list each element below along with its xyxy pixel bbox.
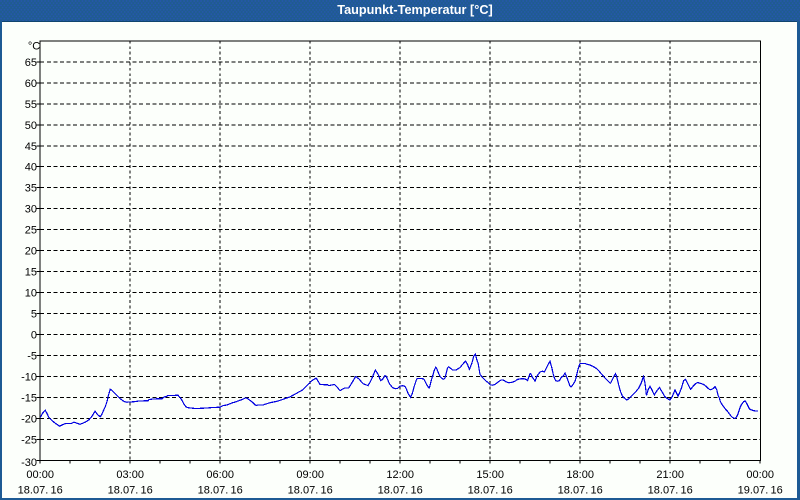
svg-text:20: 20 — [25, 246, 37, 258]
svg-text:-5: -5 — [27, 350, 37, 362]
svg-text:25: 25 — [25, 225, 37, 237]
svg-text:30: 30 — [25, 204, 37, 216]
svg-text:18.07. 16: 18.07. 16 — [108, 485, 153, 497]
svg-text:10: 10 — [25, 288, 37, 300]
svg-text:18:00: 18:00 — [566, 469, 594, 481]
svg-text:-20: -20 — [21, 413, 37, 425]
svg-text:12:00: 12:00 — [386, 469, 414, 481]
svg-text:40: 40 — [25, 162, 37, 174]
svg-text:18.07. 16: 18.07. 16 — [288, 485, 333, 497]
svg-text:50: 50 — [25, 120, 37, 132]
svg-text:15: 15 — [25, 267, 37, 279]
svg-text:09:00: 09:00 — [296, 469, 324, 481]
svg-text:45: 45 — [25, 141, 37, 153]
svg-text:18.07. 16: 18.07. 16 — [558, 485, 603, 497]
svg-text:18.07. 16: 18.07. 16 — [378, 485, 423, 497]
svg-text:18.07. 16: 18.07. 16 — [198, 485, 243, 497]
svg-text:19.07. 16: 19.07. 16 — [738, 485, 783, 497]
svg-text:-10: -10 — [21, 371, 37, 383]
svg-text:-15: -15 — [21, 392, 37, 404]
svg-text:18.07. 16: 18.07. 16 — [648, 485, 693, 497]
svg-text:03:00: 03:00 — [116, 469, 144, 481]
svg-text:06:00: 06:00 — [206, 469, 234, 481]
svg-text:00:00: 00:00 — [746, 469, 774, 481]
svg-text:-30: -30 — [21, 457, 37, 469]
svg-text:0: 0 — [31, 330, 37, 342]
svg-text:°C: °C — [28, 41, 40, 53]
svg-text:35: 35 — [25, 183, 37, 195]
svg-text:00:00: 00:00 — [26, 469, 54, 481]
svg-text:18.07. 16: 18.07. 16 — [18, 485, 63, 497]
svg-text:15:00: 15:00 — [476, 469, 504, 481]
svg-text:60: 60 — [25, 78, 37, 90]
svg-text:-25: -25 — [21, 434, 37, 446]
svg-text:5: 5 — [31, 309, 37, 321]
svg-text:65: 65 — [25, 57, 37, 69]
svg-text:21:00: 21:00 — [656, 469, 684, 481]
svg-text:18.07. 16: 18.07. 16 — [468, 485, 513, 497]
svg-text:55: 55 — [25, 99, 37, 111]
